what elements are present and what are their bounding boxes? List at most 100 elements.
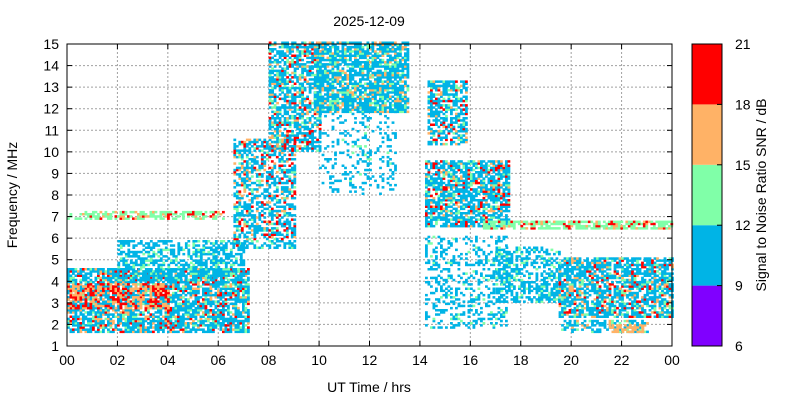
snr-cell	[89, 319, 93, 323]
snr-cell	[324, 99, 327, 103]
snr-cell	[209, 252, 213, 256]
snr-cell	[278, 214, 282, 217]
snr-cell	[235, 235, 239, 239]
snr-cell	[194, 296, 198, 299]
snr-cell	[217, 259, 221, 262]
snr-cell	[245, 183, 249, 187]
snr-cell	[132, 244, 136, 247]
snr-cell	[276, 73, 279, 77]
snr-cell	[189, 304, 193, 308]
snr-cell	[242, 298, 245, 301]
snr-cell	[369, 76, 372, 79]
snr-cell	[232, 302, 235, 306]
snr-cell	[244, 309, 248, 312]
snr-cell	[112, 315, 115, 318]
snr-cell	[339, 54, 342, 57]
snr-cell	[82, 302, 85, 306]
snr-cell	[102, 276, 105, 280]
snr-cell	[245, 175, 249, 178]
snr-cell	[94, 300, 98, 303]
snr-cell	[389, 65, 392, 68]
snr-cell	[318, 99, 322, 103]
snr-cell	[301, 138, 304, 142]
snr-cell	[344, 82, 347, 85]
snr-cell	[326, 95, 330, 98]
snr-cell	[229, 293, 233, 297]
snr-cell	[157, 311, 160, 314]
snr-cell	[127, 268, 130, 271]
snr-cell	[354, 48, 357, 51]
snr-cell	[260, 166, 264, 170]
snr-cell	[276, 123, 279, 126]
snr-cell	[265, 201, 269, 204]
snr-cell	[154, 252, 158, 256]
snr-cell	[89, 302, 93, 306]
snr-cell	[94, 317, 98, 321]
snr-cell	[331, 52, 335, 55]
snr-cell	[336, 41, 340, 44]
snr-cell	[275, 231, 279, 234]
snr-cell	[104, 285, 108, 288]
snr-cell	[74, 291, 78, 295]
snr-cell	[311, 65, 314, 68]
snr-cell	[281, 89, 284, 92]
snr-cell	[232, 283, 235, 286]
snr-cell	[253, 246, 257, 249]
snr-cell	[234, 281, 238, 284]
snr-cell	[157, 309, 160, 312]
snr-cell	[245, 164, 249, 167]
snr-cell	[129, 293, 133, 297]
snr-cell	[179, 278, 183, 282]
snr-cell	[233, 242, 237, 245]
snr-cell	[318, 123, 322, 126]
snr-cell	[248, 149, 252, 152]
snr-cell	[94, 304, 98, 308]
snr-cell	[308, 106, 312, 109]
snr-cell	[144, 278, 148, 282]
snr-cell	[169, 278, 173, 282]
snr-cell	[72, 287, 75, 290]
snr-cell	[99, 270, 103, 273]
snr-cell	[87, 311, 90, 314]
snr-cell	[247, 270, 250, 273]
snr-cell	[270, 227, 274, 230]
snr-cell	[132, 268, 136, 271]
snr-cell	[361, 78, 365, 81]
snr-cell	[154, 244, 158, 247]
snr-cell	[142, 270, 146, 273]
snr-cell	[234, 293, 238, 297]
snr-cell	[285, 233, 289, 236]
snr-cell	[109, 287, 113, 290]
snr-cell	[293, 93, 297, 96]
snr-cell	[356, 65, 360, 68]
snr-cell	[349, 89, 352, 92]
snr-cell	[199, 217, 203, 220]
snr-cell	[77, 293, 80, 297]
snr-cell	[79, 298, 83, 301]
snr-cell	[359, 63, 362, 66]
snr-cell	[244, 281, 248, 284]
snr-cell	[239, 289, 243, 293]
snr-cell	[199, 324, 203, 327]
snr-cell	[147, 289, 150, 293]
snr-cell	[142, 296, 145, 299]
snr-cell	[149, 315, 153, 318]
snr-cell	[248, 212, 252, 215]
snr-cell	[87, 330, 90, 334]
snr-cell	[154, 324, 158, 327]
snr-cell	[102, 285, 105, 288]
snr-cell	[127, 248, 131, 252]
snr-cell	[250, 175, 254, 178]
snr-cell	[316, 80, 320, 83]
snr-cell	[268, 123, 272, 126]
snr-cell	[291, 63, 294, 66]
snr-cell	[147, 328, 150, 331]
snr-cell	[296, 145, 299, 148]
snr-cell	[67, 268, 70, 271]
snr-cell	[94, 285, 98, 288]
snr-cell	[79, 289, 83, 293]
snr-cell	[197, 259, 201, 262]
snr-cell	[162, 242, 166, 245]
snr-cell	[291, 48, 294, 51]
snr-cell	[187, 244, 191, 247]
